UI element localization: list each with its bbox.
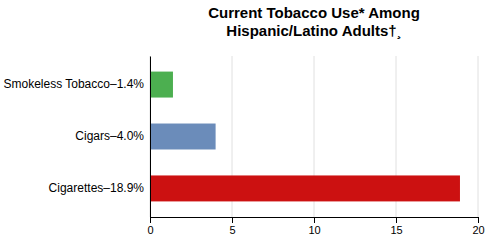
x-axis: 0 5 10 15 20 — [147, 217, 484, 236]
y-tick-label: Smokeless Tobacco–1.4% — [3, 77, 144, 91]
y-axis: Smokeless Tobacco–1.4% Cigars–4.0% Cigaret… — [3, 57, 150, 218]
x-tick-label: 10 — [308, 224, 320, 236]
y-axis-line — [150, 57, 151, 218]
x-tick-mark — [314, 217, 315, 223]
plot: 0 5 10 15 20 Smokeless Tobacco–1.4% Cigars–4.0… — [3, 56, 484, 236]
x-tick-label: 5 — [229, 224, 235, 236]
bar — [150, 124, 216, 150]
x-tick: 0 — [147, 217, 153, 236]
y-tick: Cigars–4.0% — [75, 129, 150, 143]
x-tick: 10 — [308, 217, 320, 236]
y-tick: Smokeless Tobacco–1.4% — [3, 77, 150, 91]
bars — [150, 72, 460, 202]
grid — [150, 56, 478, 217]
chart: Current Tobacco Use* AmongHispanic/Latin… — [0, 0, 500, 241]
x-tick-label: 15 — [390, 224, 402, 236]
x-tick-mark — [232, 217, 233, 223]
x-tick-label: 0 — [147, 224, 153, 236]
title-line: Hispanic/Latino Adults†¸ — [226, 22, 401, 39]
x-tick-mark — [478, 217, 479, 223]
title-line: Current Tobacco Use* Among — [208, 4, 420, 21]
x-tick-mark — [396, 217, 397, 223]
x-tick: 20 — [472, 217, 484, 236]
x-axis-line — [151, 218, 479, 224]
x-tick: 15 — [390, 217, 402, 236]
y-tick-label: Cigarettes–18.9% — [49, 181, 145, 195]
title: Current Tobacco Use* AmongHispanic/Latin… — [208, 4, 420, 39]
grid-line — [478, 56, 479, 217]
x-tick: 5 — [229, 217, 235, 236]
bar — [150, 72, 173, 98]
grid-line — [150, 56, 151, 217]
x-tick-mark — [150, 217, 151, 223]
y-tick: Cigarettes–18.9% — [49, 181, 150, 195]
x-tick-label: 20 — [472, 224, 484, 236]
y-tick-label: Cigars–4.0% — [75, 129, 144, 143]
bar — [150, 175, 460, 201]
